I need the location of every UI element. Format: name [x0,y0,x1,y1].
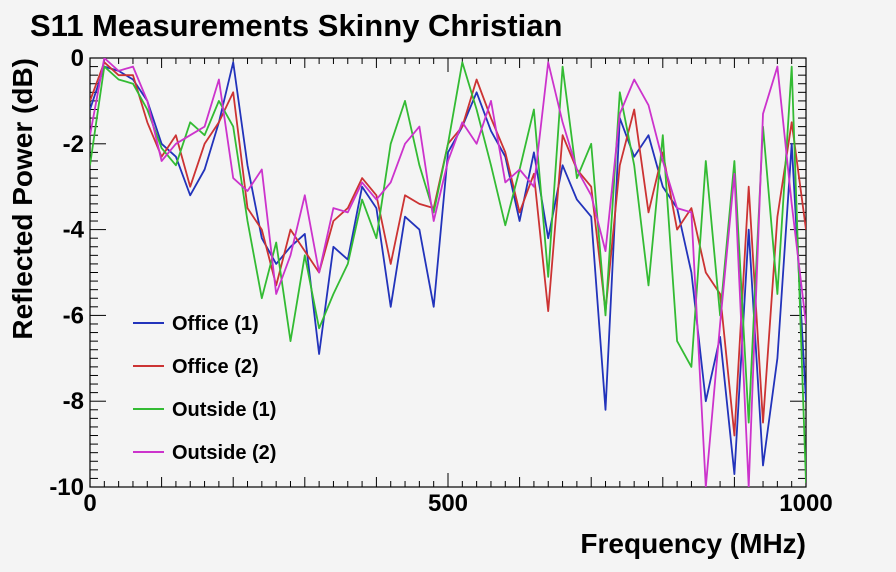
x-tick-label: 0 [83,490,96,517]
y-tick-label: -8 [63,388,84,415]
legend-label: Outside (2) [172,442,276,464]
legend-label: Office (1) [172,313,259,335]
series-line-1 [90,61,806,476]
series-line-4 [90,58,806,487]
y-tick-label: -2 [63,131,84,158]
series-group [90,58,806,487]
series-line-3 [90,61,806,483]
x-tick-label: 1000 [779,490,832,517]
legend-label: Outside (1) [172,399,276,421]
x-tick-label: 500 [428,490,468,517]
legend: Office (1) Office (2) Outside (1) Outside (… [133,313,276,464]
tick-labels: 0 500 1000 0 -2 -4 -6 -8 -10 [49,45,832,517]
legend-label: Office (2) [172,356,259,378]
y-axis-title: Reflected Power (dB) [7,58,38,340]
x-axis-title: Frequency (MHz) [580,528,806,559]
y-tick-label: -6 [63,302,84,329]
y-tick-label: -4 [63,217,85,244]
y-tick-label: 0 [71,45,84,72]
y-tick-label: -10 [49,474,84,501]
chart-title: S11 Measurements Skinny Christian [30,8,562,43]
